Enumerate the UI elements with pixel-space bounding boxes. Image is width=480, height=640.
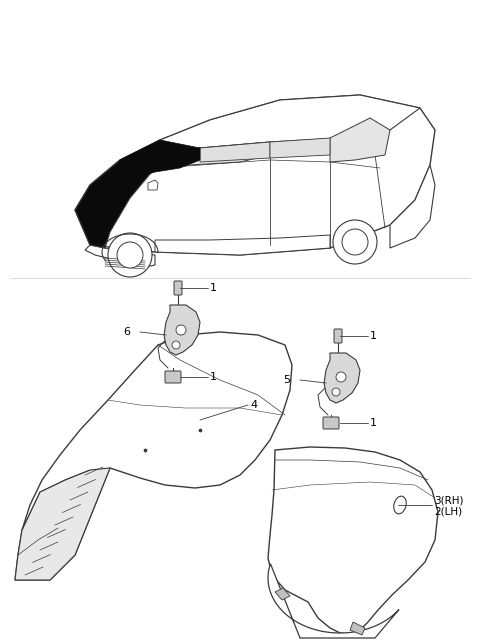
FancyBboxPatch shape	[323, 417, 339, 429]
Text: 5: 5	[283, 375, 290, 385]
Polygon shape	[148, 180, 158, 190]
Polygon shape	[350, 622, 365, 635]
Text: 1: 1	[210, 283, 217, 293]
Polygon shape	[155, 235, 330, 255]
Circle shape	[342, 229, 368, 255]
Polygon shape	[75, 140, 160, 248]
Text: 6: 6	[123, 327, 130, 337]
Polygon shape	[15, 332, 292, 580]
Polygon shape	[164, 305, 200, 355]
Polygon shape	[275, 588, 290, 600]
Circle shape	[176, 325, 186, 335]
Polygon shape	[112, 140, 200, 195]
Circle shape	[332, 388, 340, 396]
Polygon shape	[330, 118, 390, 162]
Polygon shape	[270, 138, 330, 158]
Polygon shape	[15, 468, 110, 580]
Polygon shape	[200, 142, 270, 162]
Text: 2(LH): 2(LH)	[434, 507, 462, 517]
Circle shape	[333, 220, 377, 264]
Text: 4: 4	[250, 400, 257, 410]
Polygon shape	[85, 245, 155, 268]
Circle shape	[336, 372, 346, 382]
Polygon shape	[75, 95, 435, 255]
Circle shape	[108, 233, 152, 277]
Text: 1: 1	[370, 331, 377, 341]
Text: 1: 1	[370, 418, 377, 428]
Polygon shape	[268, 564, 399, 638]
Polygon shape	[160, 95, 420, 155]
Polygon shape	[324, 353, 360, 403]
FancyBboxPatch shape	[174, 281, 182, 295]
Polygon shape	[268, 447, 438, 635]
FancyBboxPatch shape	[165, 371, 181, 383]
Polygon shape	[390, 165, 435, 248]
Polygon shape	[160, 142, 270, 168]
Text: 3(RH): 3(RH)	[434, 495, 464, 505]
Circle shape	[172, 341, 180, 349]
Circle shape	[117, 242, 143, 268]
Ellipse shape	[394, 496, 406, 514]
FancyBboxPatch shape	[334, 329, 342, 343]
Text: 1: 1	[210, 372, 217, 382]
